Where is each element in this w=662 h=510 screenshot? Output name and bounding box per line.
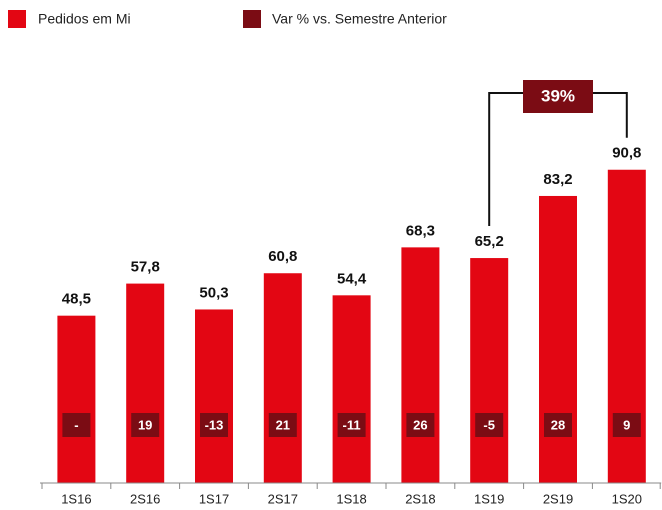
bar <box>57 315 96 483</box>
var-box <box>475 413 504 437</box>
legend-label: Pedidos em Mi <box>38 11 131 27</box>
data-label: 68,3 <box>406 222 435 239</box>
annotation-label: 39% <box>541 86 575 105</box>
data-label: 50,3 <box>199 284 228 301</box>
var-label: 28 <box>551 417 565 432</box>
var-label: -11 <box>343 417 361 432</box>
data-label: 57,8 <box>131 259 160 276</box>
var-label: 26 <box>413 417 427 432</box>
bar <box>195 309 233 483</box>
bar <box>470 258 509 483</box>
var-label: -13 <box>205 417 224 432</box>
x-tick-label: 1S19 <box>474 491 504 506</box>
data-label: 65,2 <box>475 233 504 250</box>
var-box <box>337 413 366 437</box>
var-box <box>200 413 228 437</box>
bar <box>263 273 302 483</box>
bar <box>126 283 165 483</box>
x-tick-label: 1S18 <box>336 491 366 506</box>
annotation-box <box>523 80 593 113</box>
var-label: 21 <box>276 417 290 432</box>
legend-swatch <box>243 10 261 28</box>
x-tick-label: 1S16 <box>61 491 91 506</box>
var-box <box>406 413 435 437</box>
var-box <box>544 413 572 437</box>
x-tick-label: 2S17 <box>268 491 298 506</box>
data-label: 48,5 <box>62 291 91 308</box>
var-label: 9 <box>623 417 630 432</box>
x-tick-label: 2S16 <box>130 491 160 506</box>
x-tick-label: 1S20 <box>612 491 642 506</box>
data-label: 54,4 <box>337 270 367 287</box>
x-tick-label: 1S17 <box>199 491 229 506</box>
x-tick-label: 2S18 <box>405 491 435 506</box>
x-tick-label: 2S19 <box>543 491 573 506</box>
data-label: 83,2 <box>543 171 572 188</box>
bar <box>539 195 577 483</box>
var-label: 19 <box>138 417 152 432</box>
bar <box>332 295 371 483</box>
legend-swatch <box>8 10 26 28</box>
var-label: - <box>74 417 78 432</box>
var-box <box>131 413 160 437</box>
var-box <box>268 413 297 437</box>
data-label: 90,8 <box>612 145 641 162</box>
bar <box>401 247 440 483</box>
var-label: -5 <box>483 417 495 432</box>
var-box <box>612 413 641 437</box>
var-box <box>62 413 91 437</box>
legend-label: Var % vs. Semestre Anterior <box>272 11 447 27</box>
data-label: 60,8 <box>268 248 297 265</box>
